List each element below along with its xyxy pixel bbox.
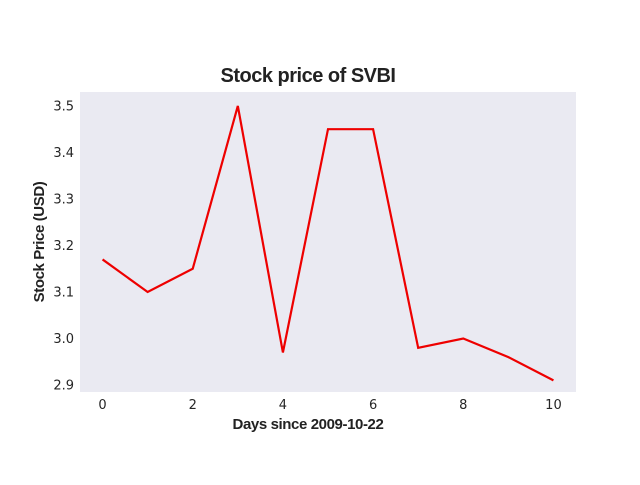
chart-title: Stock price of SVBI [221,65,396,87]
y-tick-label: 3.3 [53,192,74,207]
y-axis-label: Stock Price (USD) [31,181,48,302]
x-tick-label: 4 [279,398,287,413]
y-tick-label: 3.5 [53,99,74,114]
series-layer [101,105,554,382]
x-tick-label: 8 [459,398,467,413]
y-tick-label: 3.2 [53,239,74,254]
x-tick-label: 10 [545,398,562,413]
y-tick-label: 3.0 [53,332,74,347]
y-tick-label: 3.1 [53,286,74,301]
x-tick-label: 2 [189,398,197,413]
series-line [101,105,554,382]
x-axis-label: Days since 2009-10-22 [233,416,384,433]
x-tick-label: 0 [98,398,106,413]
plot-area [80,92,576,392]
x-axis-ticks: 0 2 4 6 8 10 [98,398,561,413]
y-axis-ticks: 2.9 3.0 3.1 3.2 3.3 3.4 3.5 [53,99,74,393]
y-tick-label: 2.9 [53,379,74,394]
x-tick-label: 6 [369,398,377,413]
y-tick-label: 3.4 [53,146,74,161]
